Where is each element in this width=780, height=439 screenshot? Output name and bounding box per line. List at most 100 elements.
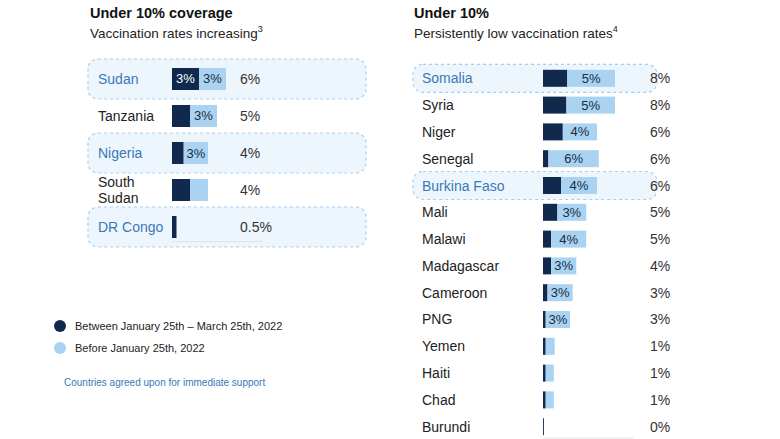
category-label: Yemen — [422, 338, 465, 354]
bar-segment — [543, 311, 546, 328]
data-label: 3% — [194, 108, 213, 123]
bar-segment — [172, 68, 199, 90]
data-label: 3% — [554, 258, 573, 273]
total-label: 6% — [650, 151, 670, 167]
category-label: Haiti — [422, 365, 450, 381]
axis-line — [173, 241, 263, 242]
bar-segment — [543, 284, 548, 301]
panel: Under 10% Persistently low vaccination ra… — [413, 5, 670, 438]
total-label: 4% — [240, 145, 260, 161]
subtitle-text: Persistently low vaccination rates — [414, 26, 613, 41]
total-label: 6% — [650, 178, 670, 194]
total-label: 1% — [650, 365, 670, 381]
title: Under 10% coverage — [90, 5, 233, 21]
bar-segment — [543, 231, 551, 248]
bar-segment — [546, 338, 555, 355]
highlight-box — [413, 172, 657, 200]
total-labels: 8%8%6%6%6%5%5%4%3%3%1%1%1%0% — [650, 70, 670, 434]
subtitle: Vaccination rates increasing3 — [90, 24, 263, 41]
data-labels: 5%5%4%6%4%3%4%3%3%3% — [548, 71, 601, 327]
legend-swatch — [54, 342, 66, 354]
bar-segment — [543, 257, 551, 274]
total-label: 6% — [650, 124, 670, 140]
bars — [543, 70, 615, 435]
bar-segment — [190, 179, 208, 201]
panel: Under 10% coverage Vaccination rates incr… — [54, 5, 366, 388]
data-label: 3% — [548, 312, 567, 327]
category-label: Chad — [422, 392, 455, 408]
category-label: SouthSudan — [98, 174, 138, 206]
category-label: Mali — [422, 204, 448, 220]
category-label: PNG — [422, 311, 452, 327]
total-label: 5% — [240, 108, 260, 124]
category-label: Somalia — [422, 70, 473, 86]
bars — [172, 68, 226, 238]
data-label: 4% — [559, 232, 578, 247]
bar-segment — [543, 204, 557, 221]
bar-segment — [543, 391, 546, 408]
chart-root: Under 10% coverage Vaccination rates incr… — [0, 0, 780, 439]
x-axis — [173, 241, 263, 242]
category-label: Sudan — [98, 71, 138, 87]
bar-segment — [543, 97, 566, 114]
category-labels: SomaliaSyriaNigerSenegalBurkina FasoMali… — [422, 70, 505, 434]
category-label: Nigeria — [98, 145, 143, 161]
total-label: 3% — [650, 311, 670, 327]
data-label: 5% — [582, 71, 601, 86]
legend-label: Between January 25th – March 25th, 2022 — [75, 320, 282, 332]
data-label: 3% — [176, 71, 195, 86]
bar-segment — [551, 231, 586, 248]
bar-segment — [184, 142, 208, 164]
bar-segment — [566, 97, 615, 114]
bar-segment — [561, 177, 597, 194]
bar-segment — [543, 123, 563, 140]
category-label: Burkina Faso — [422, 178, 505, 194]
bar-segment — [543, 365, 546, 382]
total-label: 6% — [240, 71, 260, 87]
legend-label: Before January 25th, 2022 — [75, 342, 205, 354]
chart-svg: Under 10% coverage Vaccination rates incr… — [0, 0, 780, 439]
bar-segment — [546, 391, 554, 408]
data-labels: 3%3%3%3% — [176, 71, 222, 160]
bar-segment — [190, 105, 217, 127]
title: Under 10% — [414, 5, 489, 21]
highlight-box — [88, 59, 366, 99]
total-label: 0% — [650, 419, 670, 435]
total-label: 5% — [650, 231, 670, 247]
category-label-line: Sudan — [98, 190, 138, 206]
bar-segment — [543, 338, 546, 355]
total-label: 3% — [650, 285, 670, 301]
highlight-box — [88, 207, 366, 247]
bar-segment — [563, 123, 597, 140]
data-label: 6% — [564, 151, 583, 166]
bar-segment — [199, 68, 226, 90]
total-label: 4% — [650, 258, 670, 274]
subtitle-text: Vaccination rates increasing — [90, 26, 258, 41]
bar-segment — [546, 311, 570, 328]
category-label: Senegal — [422, 151, 473, 167]
category-label: Tanzania — [98, 108, 154, 124]
data-label: 5% — [581, 98, 600, 113]
category-label: Madagascar — [422, 258, 499, 274]
category-label: DR Congo — [98, 219, 164, 235]
legend-swatch — [54, 320, 66, 332]
bar-segment — [548, 284, 573, 301]
total-label: 8% — [650, 70, 670, 86]
footnote-ref: 4 — [613, 24, 618, 34]
total-label: 1% — [650, 392, 670, 408]
bar-segment — [543, 150, 548, 167]
data-label: 3% — [203, 71, 222, 86]
total-label: 4% — [240, 182, 260, 198]
data-label: 3% — [551, 285, 570, 300]
axis-line — [544, 438, 634, 439]
category-labels: Sudan Tanzania Nigeria SouthSudan DR Congo — [98, 71, 164, 235]
bar-segment — [543, 418, 544, 435]
bar-segment — [543, 418, 544, 435]
total-labels: 6%5%4%4%0.5% — [240, 71, 272, 235]
data-label: 4% — [570, 178, 589, 193]
bar-segment — [172, 105, 190, 127]
data-label: 3% — [562, 205, 581, 220]
total-label: 5% — [650, 204, 670, 220]
category-label: Syria — [422, 97, 454, 113]
bar-segment — [176, 216, 177, 238]
